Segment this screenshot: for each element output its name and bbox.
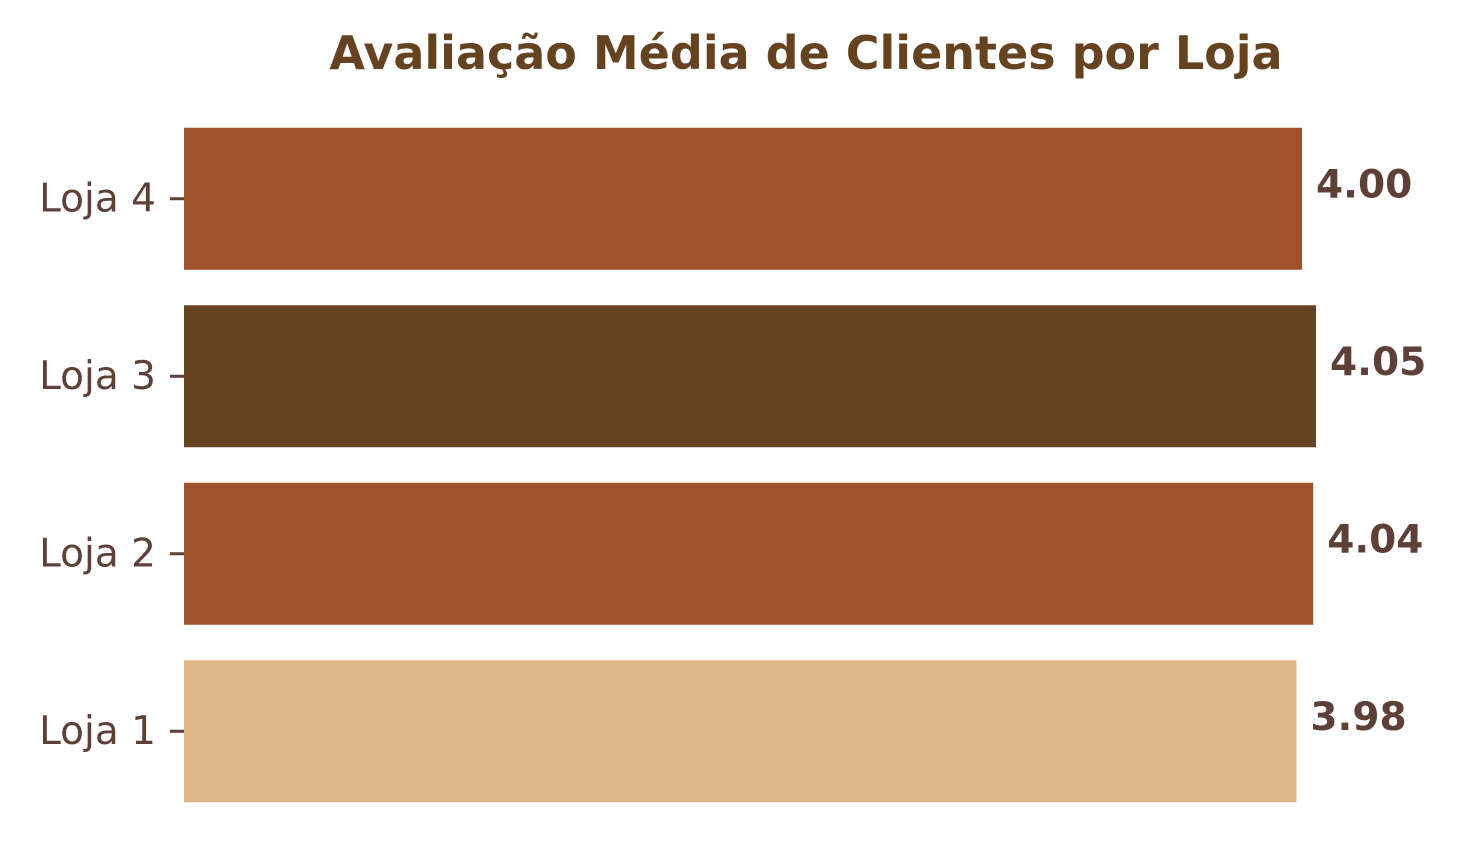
- y-tick-label: Loja 3: [39, 354, 156, 399]
- value-label: 3.98: [1310, 695, 1406, 740]
- value-label: 4.00: [1316, 162, 1412, 207]
- bar-loja-1: [184, 660, 1297, 803]
- bars-layer: [184, 127, 1316, 803]
- y-tick-label: Loja 1: [39, 709, 156, 754]
- chart-title: Avaliação Média de Clientes por Loja: [329, 26, 1283, 80]
- y-tick-label: Loja 2: [39, 531, 156, 576]
- value-label: 4.04: [1327, 517, 1423, 562]
- bar-loja-2: [184, 482, 1314, 625]
- value-labels-layer: 3.98 4.04 4.05 4.00: [1310, 162, 1426, 740]
- bar-loja-3: [184, 305, 1316, 448]
- value-label: 4.05: [1330, 340, 1426, 385]
- y-tick-label: Loja 4: [39, 176, 156, 221]
- y-axis: Loja 1 Loja 2 Loja 3 Loja 4: [39, 176, 184, 754]
- bar-loja-4: [184, 127, 1303, 270]
